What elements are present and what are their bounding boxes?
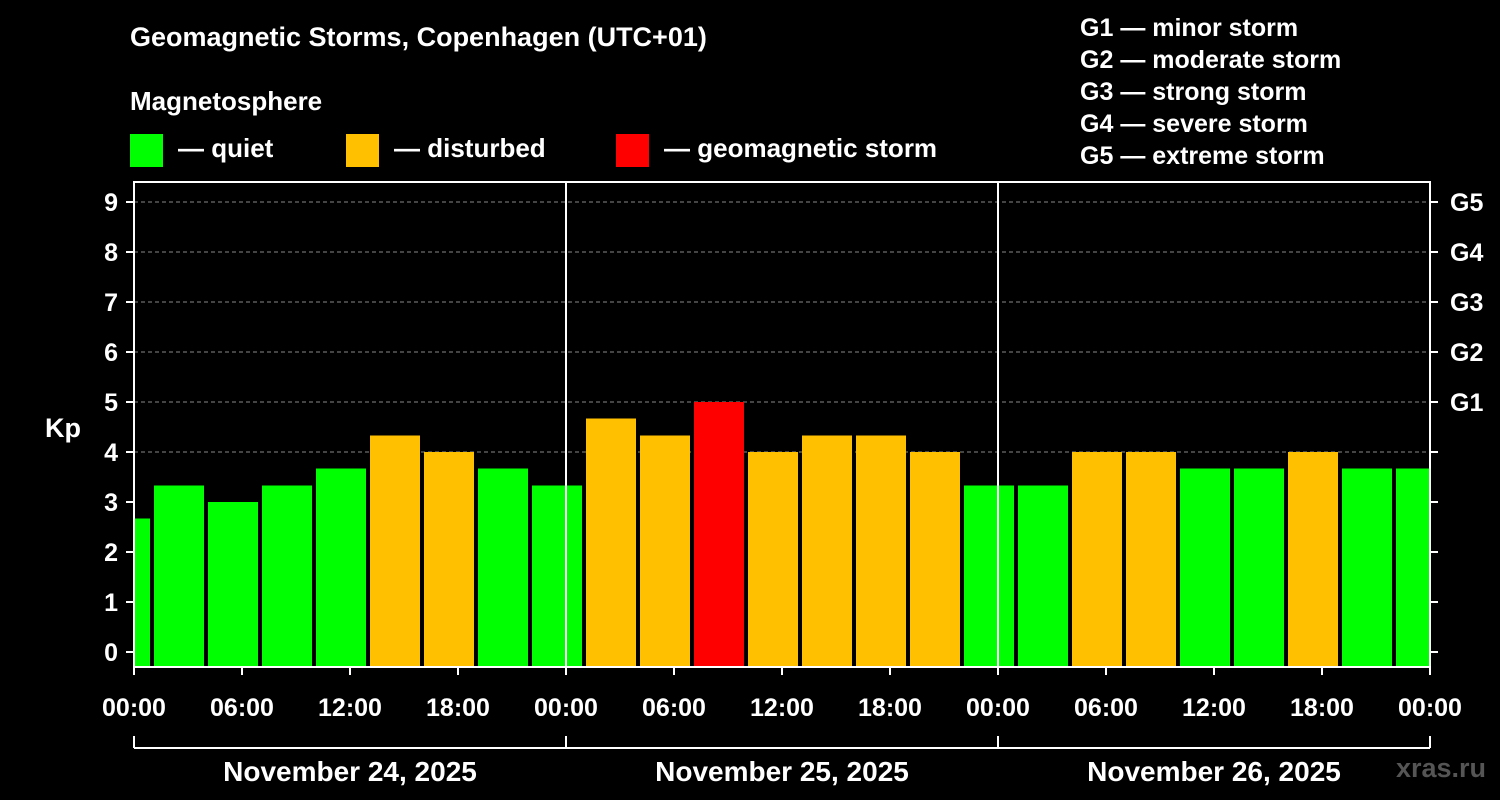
magnetosphere-legend-title: Magnetosphere — [130, 86, 323, 116]
storm-level-axis-label: G4 — [1450, 239, 1483, 267]
storm-level-axis-label: G3 — [1450, 289, 1483, 317]
storm-level-axis-label: G5 — [1450, 189, 1483, 217]
kp-bar-13 — [802, 435, 852, 667]
x-tick-label: 06:00 — [1074, 694, 1138, 722]
kp-bar-14 — [856, 435, 906, 667]
legend-disturbed-label: — disturbed — [394, 133, 546, 163]
y-tick-label: 1 — [104, 589, 118, 617]
storm-level-axis-label: G2 — [1450, 339, 1483, 367]
kp-bar-10 — [640, 435, 690, 667]
day-label: November 26, 2025 — [1087, 756, 1341, 787]
y-tick-label: 5 — [104, 389, 118, 417]
x-tick-label: 18:00 — [1290, 694, 1354, 722]
chart-title: Geomagnetic Storms, Copenhagen (UTC+01) — [130, 22, 707, 52]
y-tick-label: 0 — [104, 639, 118, 667]
x-tick-label: 12:00 — [1182, 694, 1246, 722]
kp-bar-20 — [1180, 468, 1230, 667]
x-tick-label: 12:00 — [750, 694, 814, 722]
kp-bar-23 — [1342, 468, 1392, 667]
watermark: xras.ru — [1395, 753, 1486, 783]
legend-quiet-swatch — [130, 134, 163, 167]
kp-bar-4 — [316, 468, 366, 667]
kp-bar-22 — [1288, 452, 1338, 667]
y-tick-label: 7 — [104, 289, 118, 317]
kp-bar-6 — [424, 452, 474, 667]
kp-bar-5 — [370, 435, 420, 667]
y-tick-label: 9 — [104, 189, 118, 217]
y-tick-label: 4 — [104, 439, 118, 467]
kp-bar-24 — [1396, 468, 1429, 667]
x-tick-label: 00:00 — [102, 694, 166, 722]
storm-level-axis-label: G1 — [1450, 389, 1483, 417]
kp-bar-18 — [1072, 452, 1122, 667]
kp-bar-1 — [154, 485, 204, 667]
storm-level-g2: G2 — moderate storm — [1080, 46, 1342, 74]
x-tick-label: 18:00 — [858, 694, 922, 722]
legend-storm-swatch — [616, 134, 649, 167]
y-tick-label: 3 — [104, 489, 118, 517]
storm-level-g3: G3 — strong storm — [1080, 78, 1307, 106]
x-tick-label: 06:00 — [210, 694, 274, 722]
y-tick-label: 6 — [104, 339, 118, 367]
kp-bar-12 — [748, 452, 798, 667]
kp-bar-17 — [1018, 485, 1068, 667]
day-label: November 24, 2025 — [223, 756, 477, 787]
legend-quiet-label: — quiet — [178, 133, 274, 163]
storm-level-g4: G4 — severe storm — [1080, 110, 1308, 138]
kp-bar-21 — [1234, 468, 1284, 667]
kp-bar-8 — [532, 485, 582, 667]
kp-bar-7 — [478, 468, 528, 667]
kp-bar-15 — [910, 452, 960, 667]
legend-storm-label: — geomagnetic storm — [664, 133, 938, 163]
storm-level-g1: G1 — minor storm — [1080, 14, 1299, 42]
x-tick-label: 00:00 — [1398, 694, 1462, 722]
kp-bar-3 — [262, 485, 312, 667]
y-tick-label: 2 — [104, 539, 118, 567]
x-tick-label: 00:00 — [534, 694, 598, 722]
kp-bar-2 — [208, 502, 258, 667]
x-tick-label: 18:00 — [426, 694, 490, 722]
kp-bar-11 — [694, 402, 744, 667]
kp-bar-16 — [964, 485, 1014, 667]
x-tick-label: 12:00 — [318, 694, 382, 722]
storm-level-g5: G5 — extreme storm — [1080, 142, 1325, 170]
day-label: November 25, 2025 — [655, 756, 909, 787]
y-tick-label: 8 — [104, 239, 118, 267]
kp-bar-9 — [586, 418, 636, 667]
legend-disturbed-swatch — [346, 134, 379, 167]
kp-bar-19 — [1126, 452, 1176, 667]
x-tick-label: 00:00 — [966, 694, 1030, 722]
y-axis-label: Kp — [45, 413, 81, 443]
x-tick-label: 06:00 — [642, 694, 706, 722]
kp-bar-0 — [135, 518, 150, 667]
